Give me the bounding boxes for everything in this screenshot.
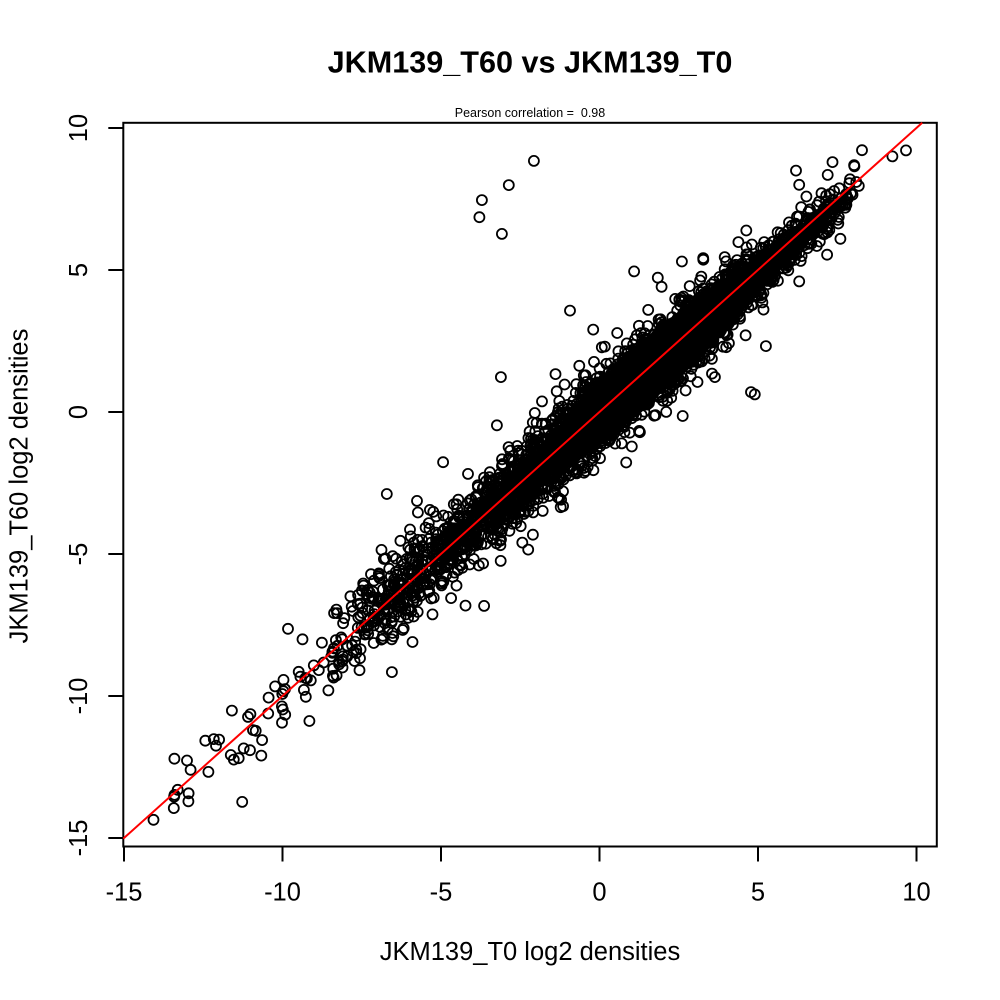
svg-text:5: 5	[65, 263, 93, 277]
svg-text:-10: -10	[65, 678, 93, 715]
svg-text:0: 0	[592, 879, 606, 907]
svg-text:JKM139_T60 vs JKM139_T0: JKM139_T60 vs JKM139_T0	[328, 45, 733, 79]
svg-text:-10: -10	[264, 879, 301, 907]
svg-text:-15: -15	[106, 879, 143, 907]
svg-text:10: 10	[65, 114, 93, 142]
svg-text:10: 10	[902, 879, 930, 907]
svg-text:5: 5	[751, 879, 765, 907]
svg-text:JKM139_T60 log2 densities: JKM139_T60 log2 densities	[6, 329, 34, 644]
svg-text:-15: -15	[65, 820, 93, 857]
svg-text:0: 0	[65, 405, 93, 419]
svg-text:Pearson correlation = 0.98: Pearson correlation = 0.98	[455, 106, 605, 120]
svg-text:-5: -5	[65, 543, 93, 566]
svg-text:-5: -5	[430, 879, 453, 907]
svg-text:JKM139_T0 log2 densities: JKM139_T0 log2 densities	[380, 938, 681, 966]
